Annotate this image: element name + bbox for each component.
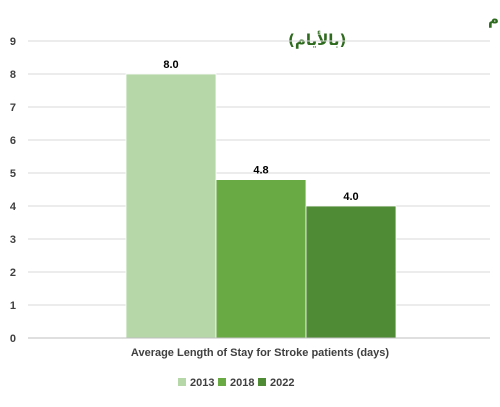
- y-tick-label: 9: [10, 36, 16, 48]
- chart-title-line-1: متوسط مدة إقامة مرضى السكتة الدماغية بمس…: [488, 10, 500, 28]
- y-tick-label: 4: [10, 201, 17, 213]
- data-label-2022: 4.0: [343, 191, 358, 203]
- legend-label-2018: 2018: [230, 377, 254, 389]
- bars: [125, 73, 397, 339]
- bar-2018: [215, 179, 307, 339]
- legend: 2013 2018 2022: [178, 377, 294, 389]
- legend-label-2022: 2022: [270, 377, 294, 389]
- chart-title: متوسط مدة إقامة مرضى السكتة الدماغية بمس…: [288, 10, 500, 49]
- y-tick-label: 3: [10, 234, 16, 246]
- data-labels: 8.0 4.8 4.0: [163, 59, 358, 203]
- gridlines: [28, 40, 490, 306]
- data-label-2018: 4.8: [253, 165, 268, 177]
- legend-swatch-2013: [178, 378, 186, 386]
- y-tick-label: 1: [10, 300, 16, 312]
- chart-title-line-2: (بالأيام): [288, 31, 346, 49]
- legend-swatch-2022: [258, 378, 266, 386]
- x-axis-label: Average Length of Stay for Stroke patien…: [131, 347, 389, 359]
- y-tick-label: 0: [10, 333, 16, 345]
- y-tick-label: 6: [10, 135, 16, 147]
- legend-label-2013: 2013: [190, 377, 214, 389]
- y-tick-label: 2: [10, 267, 16, 279]
- legend-swatch-2018: [218, 378, 226, 386]
- y-tick-label: 7: [10, 102, 16, 114]
- y-axis-ticks: 0 1 2 3 4 5 6 7 8 9: [10, 36, 17, 345]
- y-tick-label: 5: [10, 168, 16, 180]
- data-label-2013: 8.0: [163, 59, 178, 71]
- bar-2022: [305, 205, 397, 339]
- y-tick-label: 8: [10, 69, 16, 81]
- bar-2013: [125, 73, 217, 339]
